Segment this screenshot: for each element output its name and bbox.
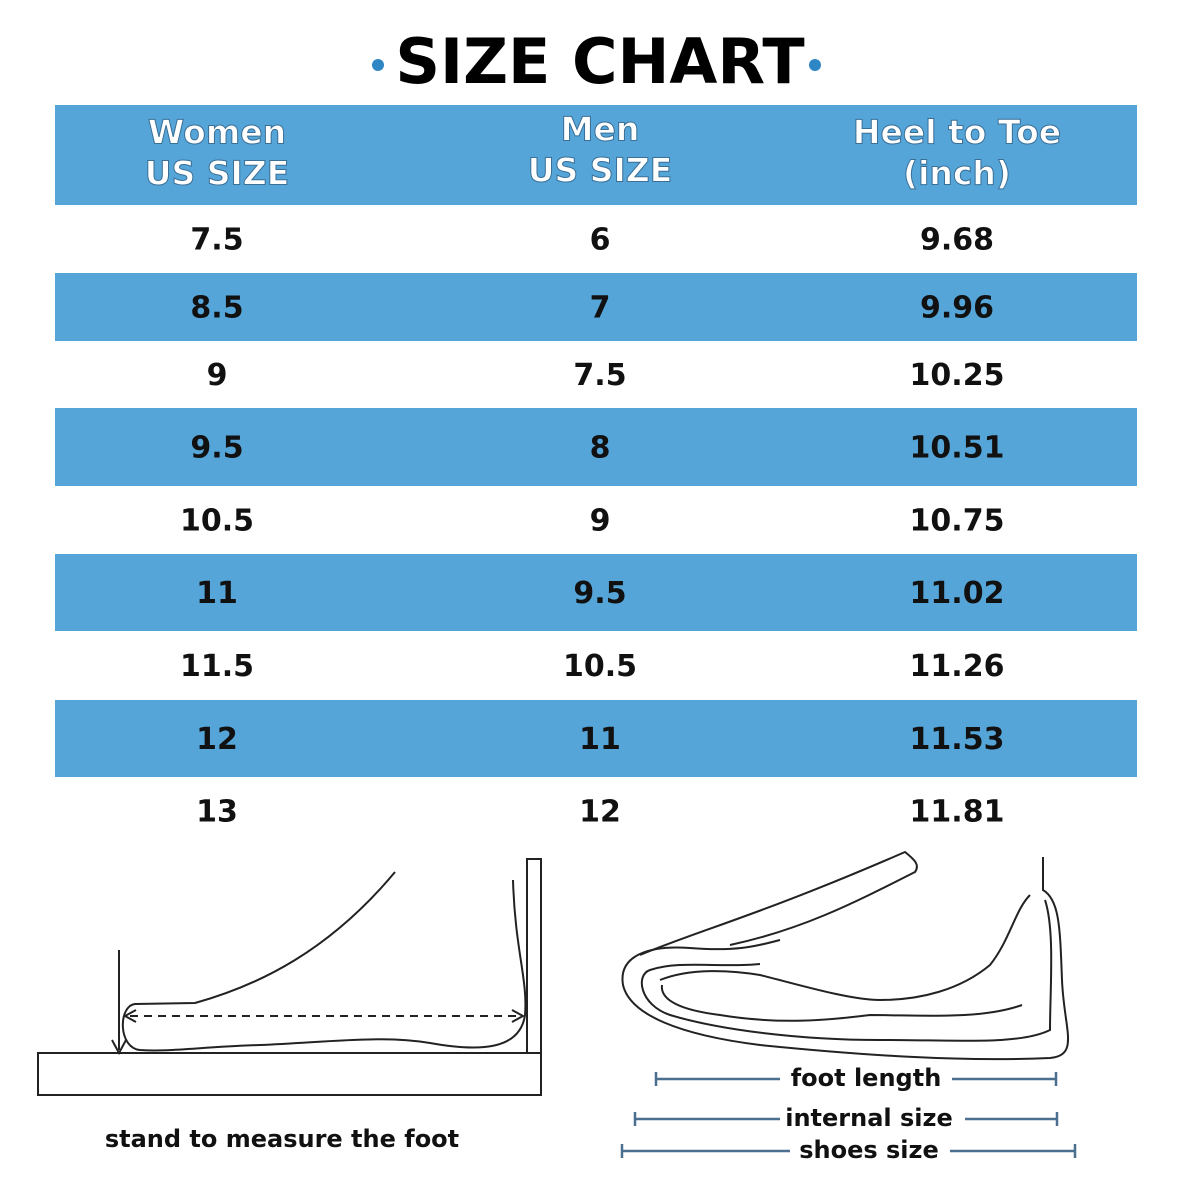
table-cell: 10.75 (910, 504, 1005, 539)
table-cell: 11 (196, 576, 238, 611)
table-cell: 10.5 (563, 649, 637, 684)
row-band (55, 700, 1137, 777)
table-cell: 10.51 (910, 431, 1005, 466)
shoe-illustration (620, 850, 1077, 1158)
table-cell: 11.81 (910, 795, 1005, 830)
title-dot (809, 59, 821, 71)
measure-illustration (37, 858, 542, 1096)
header-cell: US SIZE (145, 154, 290, 193)
table-cell: 9.5 (573, 576, 626, 611)
table-cell: 9.5 (190, 431, 243, 466)
table-cell: 8 (590, 431, 611, 466)
table-cell: 9.96 (920, 291, 994, 326)
table-cell: 12 (579, 795, 621, 830)
header-cell: US SIZE (528, 151, 673, 190)
header-cell: (inch) (903, 154, 1011, 193)
row-band (55, 408, 1137, 486)
table-cell: 7.5 (573, 358, 626, 393)
table-cell: 8.5 (190, 291, 243, 326)
measure-label: internal size (785, 1104, 953, 1132)
table-cell: 11.02 (910, 576, 1005, 611)
table-cell: 7.5 (190, 223, 243, 258)
table-cell: 7 (590, 291, 611, 326)
table-cell: 10.25 (910, 358, 1005, 393)
table-cell: 12 (196, 722, 238, 757)
header-cell: Men (561, 110, 640, 149)
header-cell: Heel to Toe (853, 113, 1061, 152)
table-cell: 11.26 (910, 649, 1005, 684)
title: SIZE CHART (395, 25, 804, 98)
header-row (55, 105, 1137, 205)
table-cell: 6 (590, 223, 611, 258)
title-dot (372, 59, 384, 71)
table-cell: 11.5 (180, 649, 254, 684)
table-cell: 11.53 (910, 722, 1005, 757)
row-band (55, 273, 1137, 341)
table-cell: 11 (579, 722, 621, 757)
table-cell: 13 (196, 795, 238, 830)
measure-label: foot length (791, 1064, 942, 1092)
table-cell: 10.5 (180, 504, 254, 539)
header-cell: Women (148, 113, 286, 152)
measure-label: shoes size (799, 1136, 939, 1164)
table-cell: 9.68 (920, 223, 994, 258)
row-band (55, 554, 1137, 631)
table-cell: 9 (590, 504, 611, 539)
table-cell: 9 (207, 358, 228, 393)
left-caption: stand to measure the foot (105, 1125, 459, 1153)
